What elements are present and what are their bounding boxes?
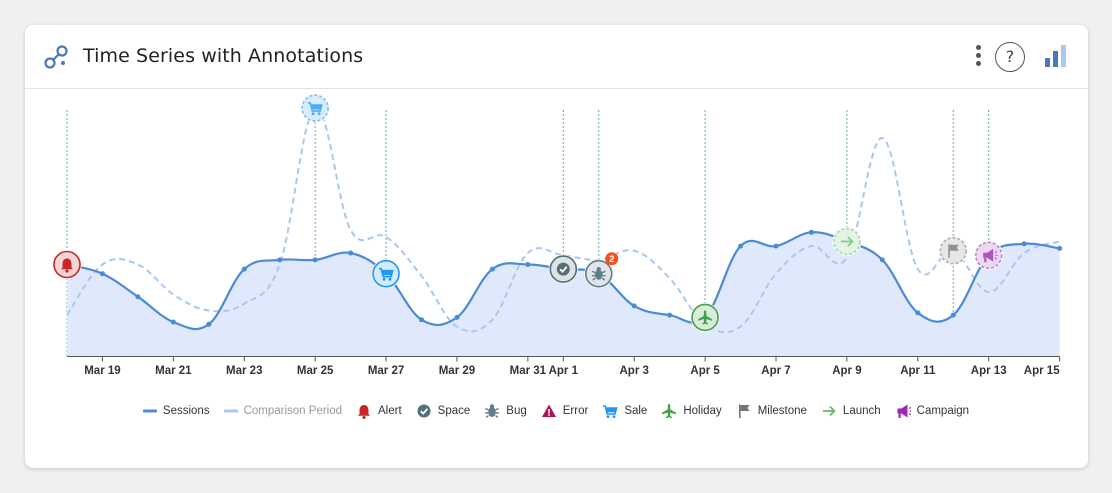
legend-label: Sessions [162,405,210,417]
warning-icon [541,403,557,419]
sessions-point[interactable] [1021,241,1027,247]
legend-item-milestone[interactable]: Milestone [736,403,807,419]
chart-legend: Sessions Comparison Period Alert Space Bug Er… [0,402,1112,420]
bell-icon [356,403,372,419]
legend-item-alert[interactable]: Alert [356,403,402,419]
check-circle-icon [555,261,571,277]
sessions-point[interactable] [241,266,247,272]
x-tick-label: Mar 29 [439,365,475,377]
legend-item-error[interactable]: Error [541,403,589,419]
legend-item-sessions[interactable]: Sessions [142,405,210,417]
sessions-point[interactable] [170,319,176,325]
annotation-sale-marker[interactable] [300,93,330,123]
sessions-point[interactable] [277,257,283,263]
legend-item-comparison-period[interactable]: Comparison Period [223,405,343,417]
svg-text:2: 2 [609,254,614,265]
legend-label: Campaign [916,405,970,417]
sessions-point[interactable] [808,229,814,235]
x-tick-label: Mar 19 [84,365,120,377]
annotation-launch-marker[interactable] [832,227,862,256]
sessions-point[interactable] [631,303,637,309]
more-options-icon[interactable] [971,43,985,71]
legend-label: Launch [842,405,881,417]
legend-label: Sale [624,405,648,417]
comparison-period-line [66,107,1060,334]
annotation-bug-marker[interactable]: 2 [584,252,619,289]
legend-line-swatch [223,409,238,413]
legend-label: Error [562,405,589,417]
legend-label: Bug [506,405,527,417]
x-tick-label: Mar 31 [510,365,547,377]
sessions-point[interactable] [879,257,885,263]
time-series-chart: Mar 19 Mar 21 Mar 23 Mar 25 Mar 27 Mar 29 Mar … [52,93,1063,377]
legend-label: Space [437,405,471,417]
x-tick-label: Apr 7 [761,365,790,377]
x-tick-label: Mar 21 [155,365,192,377]
sessions-point[interactable] [454,314,460,320]
x-tick-label: Apr 1 [549,365,579,377]
annotation-campaign-marker[interactable] [974,240,1004,270]
chart-title: Time Series with Annotations [83,45,364,67]
sessions-point[interactable] [489,266,495,272]
sessions-point[interactable] [312,257,318,263]
legend-line-swatch [142,409,157,413]
sessions-point[interactable] [419,317,424,323]
cart-icon [602,403,618,419]
x-tick-label: Apr 15 [1024,365,1060,377]
legend-label: Comparison Period [243,405,343,417]
annotation-sale-marker[interactable] [371,259,401,289]
arrow-right-icon [821,403,837,419]
x-tick-label: Apr 5 [690,365,720,377]
sessions-point[interactable] [135,294,141,300]
chart-card: Time Series with Annotations ? [25,25,1088,468]
flag-icon [736,403,752,419]
annotation-alert-marker[interactable] [52,250,82,279]
x-tick-label: Mar 25 [297,365,334,377]
bug-icon [484,403,500,419]
legend-item-bug[interactable]: Bug [484,403,527,419]
annotation-count-badge: 2 [605,252,619,266]
data-link-icon [44,45,68,69]
sessions-point[interactable] [1057,245,1063,251]
legend-item-sale[interactable]: Sale [602,403,647,419]
sessions-area [67,232,1060,357]
x-tick-label: Apr 3 [619,365,648,377]
sessions-point[interactable] [667,312,673,318]
sessions-point[interactable] [348,250,354,256]
x-tick-label: Apr 13 [971,365,1007,377]
x-tick-label: Apr 11 [900,365,936,377]
x-tick-label: Apr 9 [832,365,861,377]
megaphone-icon [895,403,911,419]
legend-item-space[interactable]: Space [416,403,471,419]
bar-chart-icon[interactable] [1043,43,1069,69]
legend-label: Alert [378,405,402,417]
check-circle-icon [416,403,432,419]
annotation-space-marker[interactable] [548,254,578,284]
legend-item-launch[interactable]: Launch [821,403,881,419]
sessions-point[interactable] [738,243,744,249]
annotation-holiday-marker[interactable] [690,302,720,332]
card-header: Time Series with Annotations ? [25,25,1088,89]
x-tick-label: Mar 23 [226,365,262,377]
legend-label: Holiday [683,405,722,417]
legend-label: Milestone [757,405,807,417]
annotation-milestone-marker[interactable] [938,236,968,266]
sessions-point[interactable] [773,243,779,249]
legend-item-holiday[interactable]: Holiday [661,403,722,419]
sessions-point[interactable] [950,312,956,318]
legend-item-campaign[interactable]: Campaign [895,403,969,419]
plane-icon [661,403,677,419]
sessions-point[interactable] [206,321,212,327]
sessions-point[interactable] [915,310,921,316]
x-tick-label: Mar 27 [368,365,404,377]
sessions-point[interactable] [99,271,105,277]
help-button[interactable]: ? [995,42,1025,72]
sessions-point[interactable] [525,262,531,267]
